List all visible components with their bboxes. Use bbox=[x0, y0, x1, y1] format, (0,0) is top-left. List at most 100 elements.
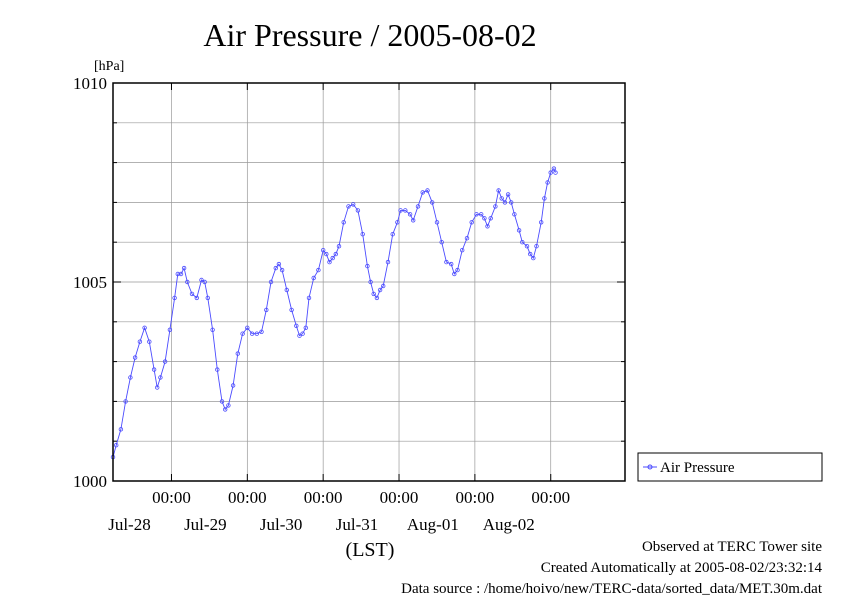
data-point bbox=[512, 212, 517, 217]
data-point bbox=[333, 251, 338, 257]
data-point bbox=[411, 218, 416, 223]
data-point bbox=[284, 287, 289, 293]
data-point bbox=[488, 216, 493, 221]
x-tick-time-label: 00:00 bbox=[228, 488, 267, 507]
data-point bbox=[455, 267, 460, 273]
data-point bbox=[351, 202, 356, 207]
data-point bbox=[545, 180, 550, 185]
x-date-label: Jul-28 bbox=[108, 515, 151, 534]
x-tick-time-label: 00:00 bbox=[304, 488, 343, 507]
data-point bbox=[496, 188, 501, 193]
legend: Air Pressure bbox=[637, 452, 823, 482]
data-point bbox=[172, 295, 177, 301]
data-point bbox=[219, 399, 225, 404]
data-point bbox=[118, 427, 124, 432]
data-point bbox=[479, 212, 484, 217]
legend-box bbox=[637, 452, 823, 482]
data-point bbox=[154, 385, 160, 390]
data-point bbox=[300, 331, 305, 336]
data-point bbox=[175, 271, 180, 277]
data-point bbox=[202, 279, 207, 285]
data-point bbox=[181, 265, 187, 271]
data-point bbox=[199, 277, 204, 283]
data-point bbox=[551, 166, 557, 171]
x-date-label: Jul-29 bbox=[184, 515, 227, 534]
data-point bbox=[499, 196, 504, 201]
data-point bbox=[311, 275, 316, 281]
data-point bbox=[542, 196, 547, 201]
data-point bbox=[297, 333, 302, 338]
data-point bbox=[464, 235, 470, 241]
x-date-label: Aug-01 bbox=[407, 515, 459, 534]
y-tick-label: 1010 bbox=[73, 74, 107, 93]
data-point bbox=[249, 331, 255, 336]
data-point bbox=[449, 261, 454, 267]
data-point bbox=[151, 367, 157, 372]
data-point bbox=[425, 188, 430, 193]
data-point bbox=[158, 375, 163, 380]
data-point bbox=[189, 291, 195, 297]
chart-title: Air Pressure / 2005-08-02 bbox=[203, 17, 536, 53]
data-point bbox=[303, 325, 308, 330]
legend-label: Air Pressure bbox=[660, 460, 735, 476]
data-point bbox=[485, 224, 490, 229]
data-point bbox=[321, 247, 326, 253]
plot-frame bbox=[112, 82, 626, 482]
data-point bbox=[137, 339, 143, 344]
data-point bbox=[289, 307, 294, 313]
data-point bbox=[324, 251, 329, 257]
data-point bbox=[113, 443, 119, 448]
data-point bbox=[273, 265, 278, 271]
data-point bbox=[341, 220, 346, 225]
data-point bbox=[398, 208, 403, 213]
data-point bbox=[194, 295, 199, 301]
series-air-pressure bbox=[110, 166, 558, 460]
data-point bbox=[452, 271, 457, 277]
data-point bbox=[346, 204, 351, 209]
data-point bbox=[142, 325, 147, 330]
data-point bbox=[306, 295, 312, 301]
y-tick-label: 1005 bbox=[73, 273, 107, 292]
x-tick-time-label: 00:00 bbox=[380, 488, 419, 507]
data-point bbox=[128, 375, 133, 380]
data-point bbox=[210, 327, 215, 332]
data-point bbox=[553, 170, 558, 175]
data-point bbox=[240, 331, 245, 336]
data-point bbox=[415, 204, 421, 209]
data-point bbox=[548, 170, 553, 175]
footer-observed: Observed at TERC Tower site bbox=[642, 539, 822, 555]
data-point bbox=[355, 208, 361, 213]
data-point bbox=[407, 212, 413, 217]
data-point bbox=[374, 295, 380, 301]
data-point bbox=[222, 407, 228, 412]
data-point bbox=[254, 331, 259, 336]
data-point bbox=[377, 287, 383, 293]
data-point bbox=[516, 228, 522, 233]
y-tick-label: 1000 bbox=[73, 472, 107, 491]
data-point bbox=[147, 339, 152, 344]
x-tick-time-label: 00:00 bbox=[456, 488, 495, 507]
x-date-label: Aug-02 bbox=[483, 515, 535, 534]
data-point bbox=[330, 255, 335, 261]
x-tick-time-label: 00:00 bbox=[531, 488, 570, 507]
data-point bbox=[502, 200, 508, 205]
data-point bbox=[520, 239, 525, 245]
data-point bbox=[264, 307, 269, 313]
data-point bbox=[368, 279, 373, 285]
data-point bbox=[178, 271, 184, 277]
data-point bbox=[420, 190, 425, 195]
data-point bbox=[460, 247, 465, 253]
series-line bbox=[112, 167, 556, 458]
data-point bbox=[365, 263, 370, 269]
data-point bbox=[167, 327, 173, 332]
data-point bbox=[403, 208, 408, 213]
data-point bbox=[205, 295, 210, 301]
data-point bbox=[123, 399, 128, 404]
data-point bbox=[381, 283, 386, 289]
data-point bbox=[482, 216, 487, 221]
data-point bbox=[162, 359, 168, 364]
x-date-label: Jul-30 bbox=[260, 515, 303, 534]
data-point bbox=[316, 267, 321, 273]
data-point bbox=[259, 329, 264, 334]
